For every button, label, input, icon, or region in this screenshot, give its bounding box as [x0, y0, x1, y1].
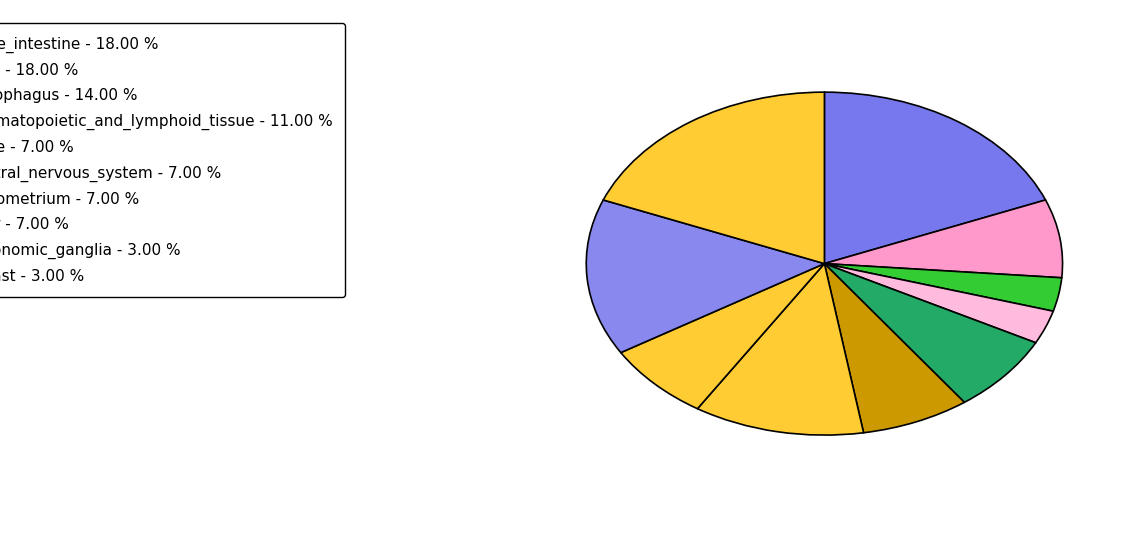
Legend: large_intestine - 18.00 %, lung - 18.00 %, oesophagus - 14.00 %, haematopoietic_: large_intestine - 18.00 %, lung - 18.00 …: [0, 23, 345, 297]
Wedge shape: [824, 264, 1053, 343]
Wedge shape: [824, 200, 1063, 278]
Wedge shape: [824, 264, 964, 433]
Wedge shape: [603, 92, 824, 264]
Wedge shape: [824, 264, 1036, 402]
Wedge shape: [697, 264, 863, 435]
Wedge shape: [824, 264, 1061, 311]
Wedge shape: [621, 264, 824, 409]
Wedge shape: [824, 92, 1045, 264]
Wedge shape: [586, 200, 824, 352]
